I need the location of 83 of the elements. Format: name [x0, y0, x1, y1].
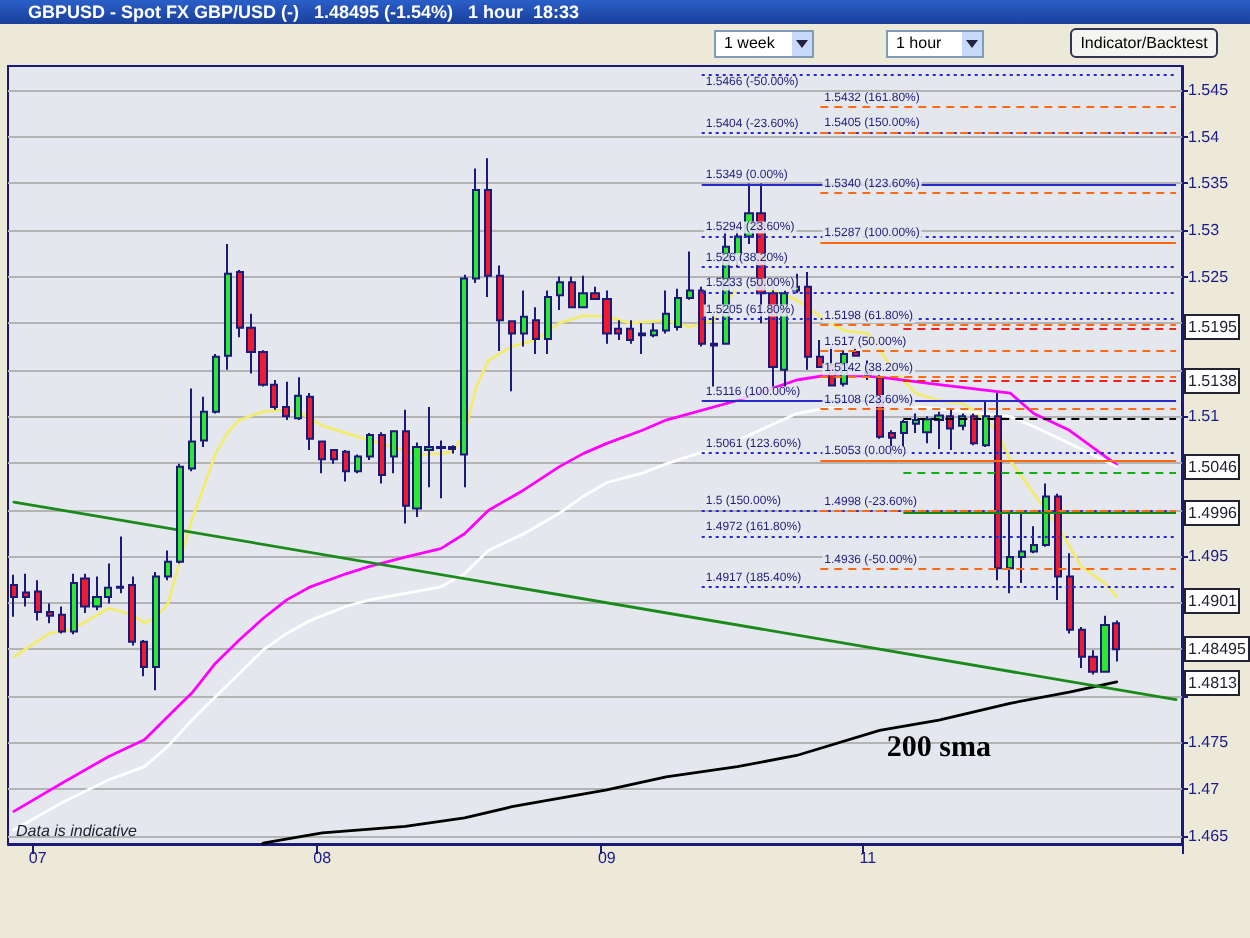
candlestick — [1066, 552, 1074, 635]
candlestick — [128, 575, 136, 647]
candlestick — [994, 392, 1002, 582]
candlestick — [58, 605, 66, 635]
candlestick — [1030, 525, 1038, 555]
candlestick — [354, 453, 362, 475]
annotation: 1.4813 — [1184, 670, 1241, 697]
y-tick-label: 1.535 — [1188, 174, 1230, 193]
candlestick — [626, 319, 634, 345]
y-tick-label: 1.53 — [1188, 220, 1221, 239]
candlestick — [188, 387, 196, 473]
candlestick — [330, 447, 338, 465]
candlestick — [140, 638, 148, 678]
x-tick-label: 08 — [313, 849, 333, 867]
candlestick — [390, 429, 398, 475]
candlestick — [1018, 512, 1026, 585]
candlestick — [46, 602, 54, 625]
candlestick — [460, 273, 468, 489]
candlestick — [686, 250, 694, 301]
candlestick — [662, 289, 670, 335]
candlestick — [508, 319, 516, 393]
candlestick — [306, 392, 314, 451]
candlestick — [34, 579, 42, 622]
y-tick-label: 1.54 — [1188, 127, 1221, 146]
y-tick-label: 1.545 — [1188, 81, 1230, 100]
button: Indicator/Backtest — [1070, 28, 1218, 58]
candlestick — [282, 380, 290, 422]
candlestick — [900, 419, 908, 449]
line-series — [261, 680, 1119, 845]
y-tick-label: 1.47 — [1188, 780, 1221, 799]
candlestick — [710, 312, 718, 388]
candlestick — [556, 275, 564, 312]
ref-line-label: 1.4996 — [1184, 500, 1241, 527]
candlestick — [472, 167, 480, 285]
candlestick — [342, 448, 350, 483]
y-tick-label: 1.51 — [1188, 407, 1221, 426]
candlestick — [1042, 482, 1050, 548]
annotation: 1.4901 — [1184, 588, 1241, 615]
y-tick-label: 1.475 — [1188, 733, 1230, 752]
candlestick — [1006, 512, 1014, 595]
candlestick — [532, 306, 540, 355]
candlestick — [520, 289, 528, 348]
candlestick — [200, 395, 208, 449]
candlestick — [212, 352, 220, 415]
candlestick — [982, 399, 990, 449]
candlestick — [804, 270, 812, 371]
annotation: 1.5046 — [1184, 453, 1241, 480]
candlestick — [366, 432, 374, 462]
annotation: 1.48495 — [1184, 636, 1250, 663]
candlestick — [970, 412, 978, 447]
x-tick-label: 11 — [859, 849, 878, 867]
candlestick — [698, 285, 706, 348]
candlestick — [484, 157, 492, 299]
candlestick — [378, 431, 386, 485]
candlestick — [1054, 492, 1062, 601]
y-tick-label: 1.525 — [1188, 267, 1230, 286]
candlestick — [852, 345, 860, 358]
candlestick — [164, 549, 172, 582]
candlestick — [496, 264, 504, 353]
ref-line-label: 1.5195 — [1184, 314, 1241, 341]
x-tick-label: 07 — [28, 849, 48, 867]
y-tick-label: 1.495 — [1188, 547, 1230, 566]
candlestick — [544, 289, 552, 355]
ref-line-label: 1.5138 — [1184, 367, 1241, 394]
dropdown: 1 hour — [886, 30, 984, 58]
y-tick-label: 1.465 — [1188, 826, 1230, 845]
candlestick — [816, 338, 824, 369]
candlestick — [224, 242, 232, 371]
chart-title: GBPUSD - Spot FX GBP/USD (-) 1.48495 (-1.54%) 1 hour 18:33 — [0, 0, 1250, 24]
candlestick — [294, 376, 302, 422]
x-tick-label: 09 — [597, 849, 617, 867]
candlestick — [674, 287, 682, 332]
annotation: Data is indicative — [16, 822, 137, 840]
candlestick — [638, 322, 646, 355]
candlestick — [650, 322, 658, 339]
candlestick — [116, 535, 124, 595]
series-label: 200 sma — [886, 732, 991, 767]
dropdown: 1 week — [714, 30, 814, 58]
line-series — [12, 285, 1119, 659]
candlestick — [152, 570, 160, 692]
candlestick — [318, 439, 326, 475]
candlestick — [176, 462, 184, 565]
candlestick — [22, 572, 30, 608]
